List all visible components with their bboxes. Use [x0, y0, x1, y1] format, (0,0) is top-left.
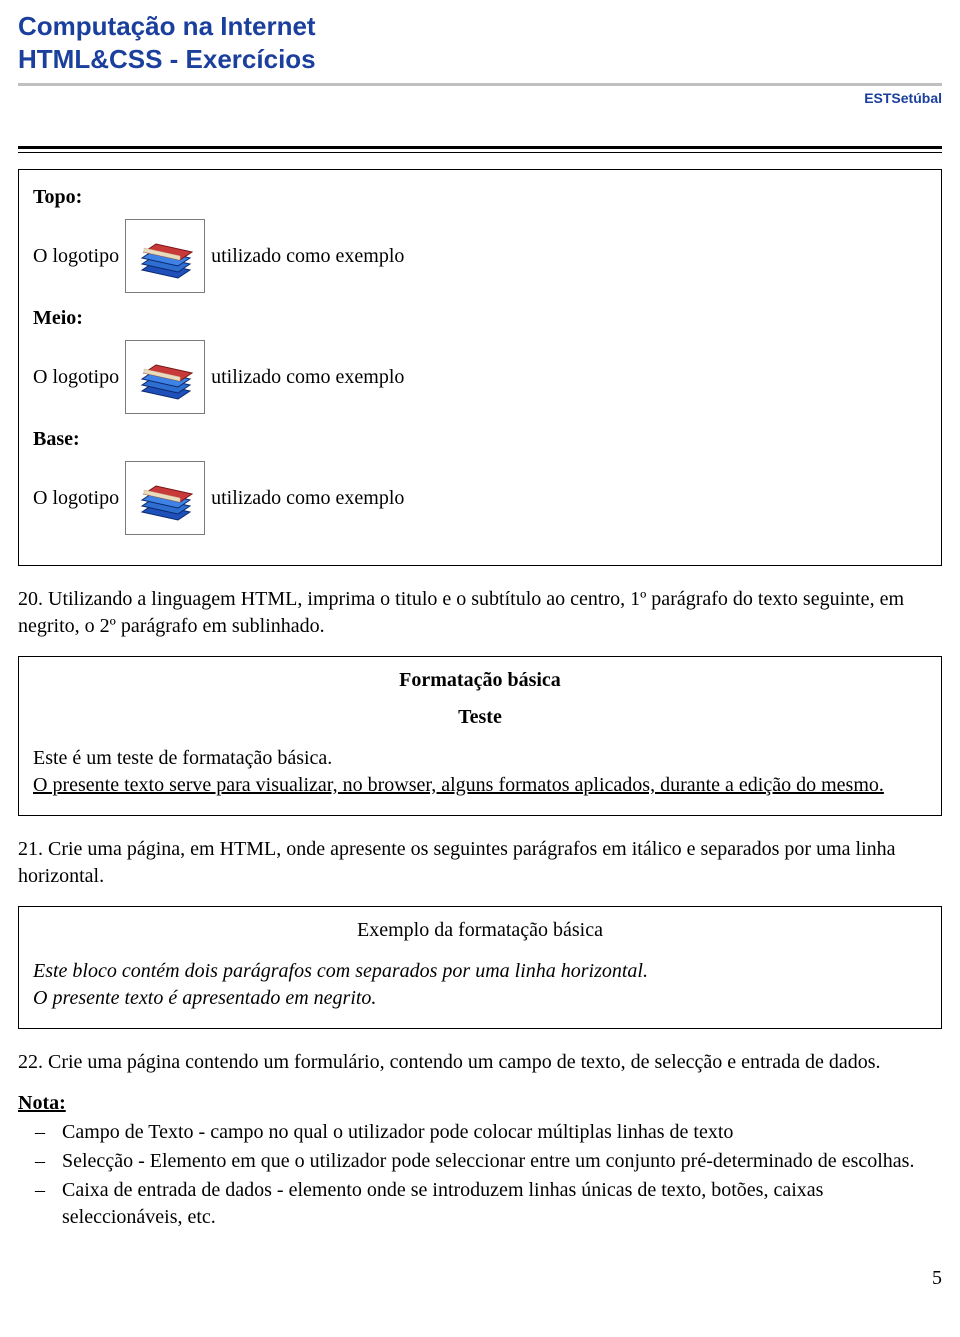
- text-before-logo: O logotipo: [33, 366, 119, 389]
- page-title-line2: HTML&CSS - Exercícios: [18, 43, 942, 76]
- page-title-line1: Computação na Internet: [18, 10, 942, 43]
- exercise-number: 21.: [18, 838, 43, 860]
- sample-p2: O presente texto é apresentado em negrit…: [33, 985, 927, 1012]
- sample-p1: Este é um teste de formatação básica.: [33, 745, 927, 772]
- text-before-logo: O logotipo: [33, 245, 119, 268]
- text-after-logo: utilizado como exemplo: [211, 366, 404, 389]
- logo-row-bottom: O logotipo utilizado como exemplo: [33, 461, 927, 535]
- dash-icon: –: [18, 1119, 62, 1146]
- exercise-text: Crie uma página contendo um formulário, …: [48, 1051, 880, 1073]
- dash-icon: –: [18, 1177, 62, 1204]
- nota-list: –Campo de Texto - campo no qual o utiliz…: [18, 1119, 942, 1231]
- label-meio: Meio:: [33, 307, 927, 330]
- nota-block: Nota: –Campo de Texto - campo no qual o …: [18, 1090, 942, 1231]
- sample-box-20: Formatação básica Teste Este é um teste …: [18, 656, 942, 816]
- exercise-text: Crie uma página, em HTML, onde apresente…: [18, 838, 896, 887]
- list-item: –Caixa de entrada de dados - elemento on…: [18, 1177, 942, 1231]
- exercise-20: 20. Utilizando a linguagem HTML, imprima…: [18, 586, 942, 640]
- sample-title: Formatação básica: [33, 667, 927, 694]
- exercise-number: 20.: [18, 588, 43, 610]
- list-item-text: Caixa de entrada de dados - elemento ond…: [62, 1177, 942, 1231]
- sample-p1: Este bloco contém dois parágrafos com se…: [33, 958, 927, 985]
- school-label: ESTSetúbal: [18, 90, 942, 106]
- books-icon: [125, 461, 205, 535]
- list-item: –Selecção - Elemento em que o utilizador…: [18, 1148, 942, 1175]
- nota-label: Nota:: [18, 1092, 66, 1114]
- text-after-logo: utilizado como exemplo: [211, 245, 404, 268]
- sample-box-21: Exemplo da formatação básica Este bloco …: [18, 906, 942, 1029]
- list-item-text: Selecção - Elemento em que o utilizador …: [62, 1148, 914, 1175]
- sample-subtitle: Teste: [33, 704, 927, 731]
- list-item: –Campo de Texto - campo no qual o utiliz…: [18, 1119, 942, 1146]
- list-item-text: Campo de Texto - campo no qual o utiliza…: [62, 1119, 733, 1146]
- logo-alignment-box: Topo: O logotipo utilizado como exemplo …: [18, 169, 942, 566]
- exercise-text: Utilizando a linguagem HTML, imprima o t…: [18, 588, 904, 637]
- label-topo: Topo:: [33, 186, 927, 209]
- header-rule: [18, 83, 942, 86]
- double-rule-bottom: [18, 152, 942, 153]
- dash-icon: –: [18, 1148, 62, 1175]
- logo-row-middle: O logotipo utilizado como exemplo: [33, 340, 927, 414]
- text-after-logo: utilizado como exemplo: [211, 487, 404, 510]
- books-icon: [125, 340, 205, 414]
- text-before-logo: O logotipo: [33, 487, 119, 510]
- page-number: 5: [18, 1267, 942, 1290]
- label-base: Base:: [33, 428, 927, 451]
- books-icon: [125, 219, 205, 293]
- sample-title: Exemplo da formatação básica: [33, 917, 927, 944]
- logo-row-top: O logotipo utilizado como exemplo: [33, 219, 927, 293]
- exercise-22: 22. Crie uma página contendo um formulár…: [18, 1049, 942, 1076]
- exercise-21: 21. Crie uma página, em HTML, onde apres…: [18, 836, 942, 890]
- exercise-number: 22.: [18, 1051, 43, 1073]
- sample-p2: O presente texto serve para visualizar, …: [33, 772, 927, 799]
